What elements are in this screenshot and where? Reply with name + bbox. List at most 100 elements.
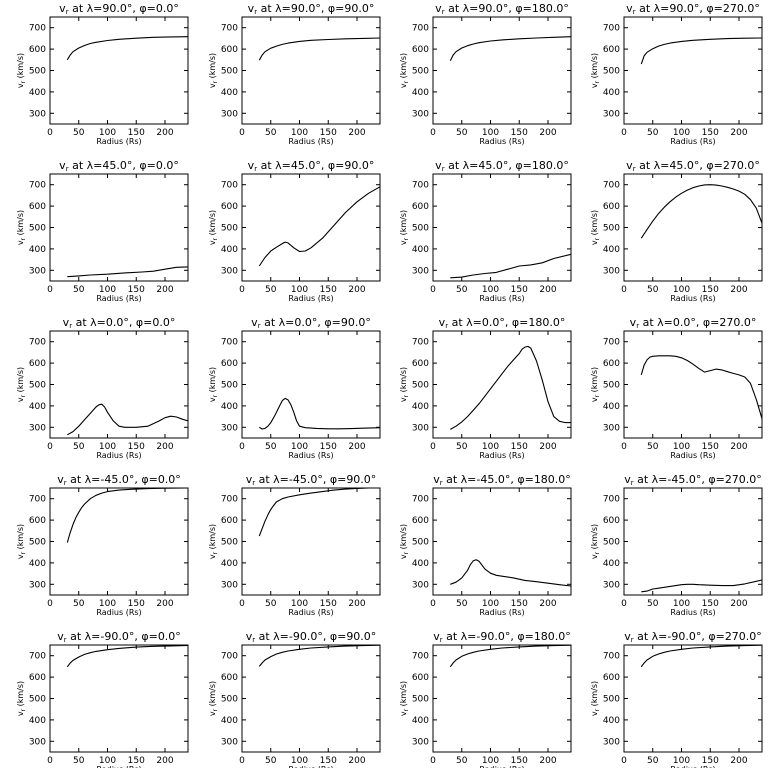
y-tick-label: 400 xyxy=(603,402,620,412)
subplot-title: vr at λ=-90.0°, φ=270.0° xyxy=(624,630,762,644)
plot-frame xyxy=(49,173,189,282)
x-axis-label: Radius (Rs) xyxy=(96,451,141,460)
x-axis-label: Radius (Rs) xyxy=(479,451,524,460)
x-tick-label: 100 xyxy=(673,756,690,766)
subplot-title: vr at λ=90.0°, φ=180.0° xyxy=(435,2,569,16)
x-tick-label: 100 xyxy=(291,128,308,138)
title-v: v xyxy=(435,2,442,15)
title-phi: 90.0° xyxy=(344,2,374,15)
title-subscript: r xyxy=(64,479,67,487)
title-phi: 270.0° xyxy=(719,316,756,329)
title-text: at λ= xyxy=(634,473,668,486)
x-tick-label: 150 xyxy=(702,128,719,138)
x-tick-label: 200 xyxy=(539,599,556,609)
y-tick-label: 400 xyxy=(221,716,238,726)
x-tick-label: 150 xyxy=(320,599,337,609)
x-tick-label: 100 xyxy=(673,285,690,295)
y-tick-label: 500 xyxy=(221,538,238,548)
y-tick-label: 400 xyxy=(29,88,46,98)
title-lambda: 0.0° xyxy=(482,316,505,329)
title-text: at λ= xyxy=(67,473,101,486)
subplot: vr at λ=-90.0°, φ=180.0°3004005006007000… xyxy=(399,630,572,768)
x-tick-label: 0 xyxy=(621,756,627,766)
title-v: v xyxy=(63,316,70,329)
y-label-v: v xyxy=(590,554,599,559)
title-subscript: r xyxy=(442,8,445,16)
title-v: v xyxy=(57,473,64,486)
y-label-units: (km/s) xyxy=(590,53,599,81)
title-lambda: 45.0° xyxy=(102,159,132,172)
y-tick-label: 700 xyxy=(221,181,238,191)
x-tick-label: 100 xyxy=(291,599,308,609)
y-label-units: (km/s) xyxy=(208,681,217,709)
y-tick-label: 500 xyxy=(603,381,620,391)
y-tick-label: 300 xyxy=(412,737,429,747)
title-lambda: 0.0° xyxy=(294,316,317,329)
y-axis-label: vr (km/s) xyxy=(208,681,219,716)
subplot-title: vr at λ=90.0°, φ=0.0° xyxy=(59,2,179,16)
title-text: , φ= xyxy=(134,473,157,486)
title-text: at λ= xyxy=(255,473,289,486)
title-lambda: 0.0° xyxy=(106,316,129,329)
y-label-v: v xyxy=(208,83,217,88)
series-line xyxy=(258,186,381,267)
title-v: v xyxy=(57,630,64,643)
x-tick-label: 150 xyxy=(320,756,337,766)
y-tick-label: 500 xyxy=(412,695,429,705)
title-subscript: r xyxy=(66,8,69,16)
y-label-subscript: r xyxy=(20,80,27,83)
x-tick-label: 150 xyxy=(511,285,528,295)
x-tick-label: 0 xyxy=(239,599,245,609)
subplot-title: vr at λ=-45.0°, φ=90.0° xyxy=(246,473,377,487)
x-tick-label: 0 xyxy=(47,599,53,609)
series-line xyxy=(66,487,189,543)
x-tick-label: 150 xyxy=(511,442,528,452)
x-tick-label: 100 xyxy=(99,599,116,609)
subplot-title: vr at λ=-45.0°, φ=270.0° xyxy=(624,473,762,487)
series-line xyxy=(449,36,572,61)
y-tick-label: 600 xyxy=(603,516,620,526)
title-subscript: r xyxy=(258,322,261,330)
x-tick-label: 150 xyxy=(320,128,337,138)
subplot-title: vr at λ=45.0°, φ=180.0° xyxy=(435,159,569,173)
y-tick-label: 400 xyxy=(412,245,429,255)
y-label-units: (km/s) xyxy=(208,210,217,238)
y-tick-label: 700 xyxy=(412,338,429,348)
y-tick-label: 300 xyxy=(29,266,46,276)
title-text: , φ= xyxy=(508,159,531,172)
y-axis-label: vr (km/s) xyxy=(16,524,27,559)
y-tick-label: 600 xyxy=(221,45,238,55)
y-label-units: (km/s) xyxy=(399,53,408,81)
title-phi: 180.0° xyxy=(532,159,569,172)
x-axis-label: Radius (Rs) xyxy=(479,137,524,146)
plot-frame xyxy=(241,173,381,282)
x-tick-label: 200 xyxy=(348,756,365,766)
title-lambda: -45.0° xyxy=(667,473,701,486)
y-label-units: (km/s) xyxy=(590,524,599,552)
y-tick-label: 600 xyxy=(603,359,620,369)
y-label-subscript: r xyxy=(212,80,219,83)
subplot-title: vr at λ=-90.0°, φ=90.0° xyxy=(246,630,377,644)
y-tick-label: 300 xyxy=(603,109,620,119)
title-text: at λ= xyxy=(636,2,670,15)
y-tick-label: 700 xyxy=(29,24,46,34)
x-tick-label: 0 xyxy=(47,756,53,766)
y-label-v: v xyxy=(590,240,599,245)
y-tick-label: 500 xyxy=(29,381,46,391)
x-tick-label: 100 xyxy=(99,285,116,295)
y-label-v: v xyxy=(16,83,25,88)
x-tick-label: 50 xyxy=(456,128,468,138)
x-tick-label: 50 xyxy=(647,599,659,609)
x-tick-label: 50 xyxy=(647,442,659,452)
y-tick-label: 300 xyxy=(603,737,620,747)
x-tick-label: 0 xyxy=(430,128,436,138)
x-tick-label: 50 xyxy=(647,756,659,766)
y-label-v: v xyxy=(399,240,408,245)
y-tick-label: 400 xyxy=(221,559,238,569)
y-tick-label: 600 xyxy=(29,516,46,526)
plot-frame xyxy=(432,487,572,596)
y-tick-label: 400 xyxy=(412,716,429,726)
